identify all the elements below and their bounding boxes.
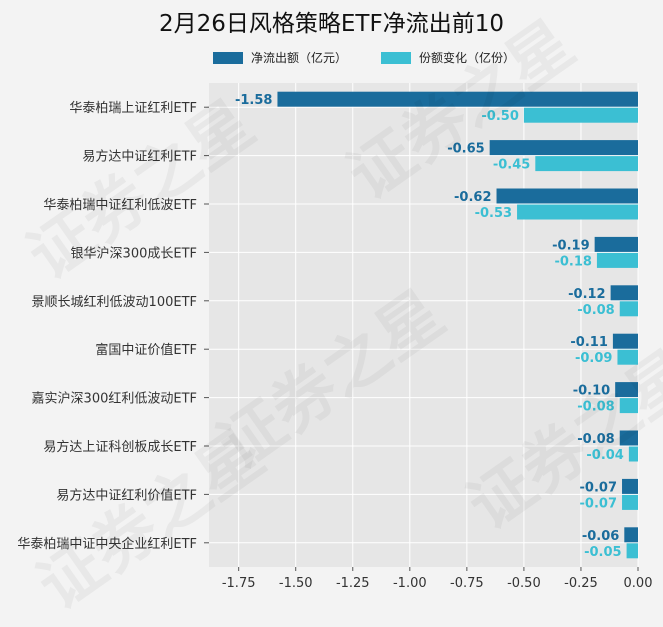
bar-share-change — [617, 349, 638, 365]
data-label-net-outflow: -0.11 — [570, 335, 607, 350]
x-tick-label: -1.25 — [336, 576, 370, 591]
bar-share-change — [596, 252, 638, 268]
bar-net-outflow — [624, 527, 638, 543]
bar-net-outflow — [496, 188, 638, 204]
data-label-net-outflow: -0.62 — [454, 190, 491, 205]
x-tick-label: -0.50 — [507, 576, 541, 591]
bar-net-outflow — [615, 382, 638, 398]
data-label-share-change: -0.18 — [554, 254, 591, 269]
category-label: 易方达中证红利ETF — [82, 149, 197, 165]
bar-net-outflow — [622, 478, 638, 494]
category-label: 华泰柏瑞上证红利ETF — [69, 100, 197, 116]
data-label-share-change: -0.04 — [586, 448, 623, 463]
bar-net-outflow — [612, 333, 638, 349]
x-tick-label: -0.75 — [450, 576, 484, 591]
bar-share-change — [517, 204, 638, 220]
x-tick-label: -1.75 — [222, 576, 256, 591]
data-label-share-change: -0.05 — [584, 545, 621, 560]
chart-title: 2月26日风格策略ETF净流出前10 — [159, 11, 504, 37]
category-label: 银华沪深300成长ETF — [71, 245, 197, 261]
bar-share-change — [626, 543, 638, 559]
legend-item-net-outflow: 净流出额（亿元） — [213, 49, 347, 66]
legend-swatch-share-change — [381, 51, 412, 64]
category-label: 嘉实沪深300红利低波动ETF — [32, 391, 197, 407]
category-label: 景顺长城红利低波动100ETF — [32, 294, 197, 310]
category-label: 华泰柏瑞中证红利低波ETF — [43, 197, 197, 213]
bar-share-change — [622, 494, 638, 510]
bar-net-outflow — [489, 140, 638, 156]
bar-net-outflow — [277, 91, 638, 107]
bar-chart: -1.75 -1.50 -1.25 -1.00 -0.75 -0.50 -0.25 0.00 华… — [17, 83, 653, 591]
category-label: 富国中证价值ETF — [95, 342, 197, 358]
category-label: 华泰柏瑞中证中央企业红利ETF — [17, 536, 197, 552]
bar-net-outflow — [610, 285, 638, 301]
bar-share-change — [619, 301, 638, 317]
x-tick-label: 0.00 — [624, 576, 653, 591]
legend-label-share-change: 份额变化（亿份） — [419, 51, 516, 65]
category-label: 易方达上证科创板成长ETF — [43, 439, 197, 455]
legend-swatch-net-outflow — [213, 51, 243, 64]
category-label: 易方达中证红利价值ETF — [56, 487, 197, 503]
bar-share-change — [523, 107, 638, 123]
data-label-net-outflow: -0.08 — [577, 432, 614, 447]
data-label-share-change: -0.53 — [475, 206, 512, 221]
data-label-share-change: -0.09 — [575, 351, 612, 366]
x-tick-label: -0.25 — [564, 576, 598, 591]
x-tick-label: -1.50 — [279, 576, 313, 591]
bar-net-outflow — [619, 430, 638, 446]
data-label-share-change: -0.08 — [577, 400, 614, 415]
bar-share-change — [535, 156, 638, 172]
x-tick-label: -1.00 — [393, 576, 427, 591]
data-label-share-change: -0.08 — [577, 303, 614, 318]
bar-share-change — [628, 446, 638, 462]
data-label-net-outflow: -0.65 — [447, 142, 484, 157]
data-label-net-outflow: -0.12 — [568, 287, 605, 302]
data-label-share-change: -0.45 — [493, 158, 530, 173]
bar-net-outflow — [594, 236, 638, 252]
legend-item-share-change: 份额变化（亿份） — [381, 49, 515, 66]
data-label-net-outflow: -1.58 — [235, 93, 272, 108]
data-label-share-change: -0.07 — [580, 496, 617, 511]
legend-label-net-outflow: 净流出额（亿元） — [251, 51, 348, 65]
data-label-net-outflow: -0.10 — [573, 384, 610, 399]
data-label-share-change: -0.50 — [481, 109, 518, 124]
chart-legend: 净流出额（亿元） 份额变化（亿份） — [213, 49, 549, 66]
data-label-net-outflow: -0.19 — [552, 238, 589, 253]
data-label-net-outflow: -0.07 — [580, 480, 617, 495]
data-label-net-outflow: -0.06 — [582, 529, 619, 544]
bar-share-change — [619, 398, 638, 414]
